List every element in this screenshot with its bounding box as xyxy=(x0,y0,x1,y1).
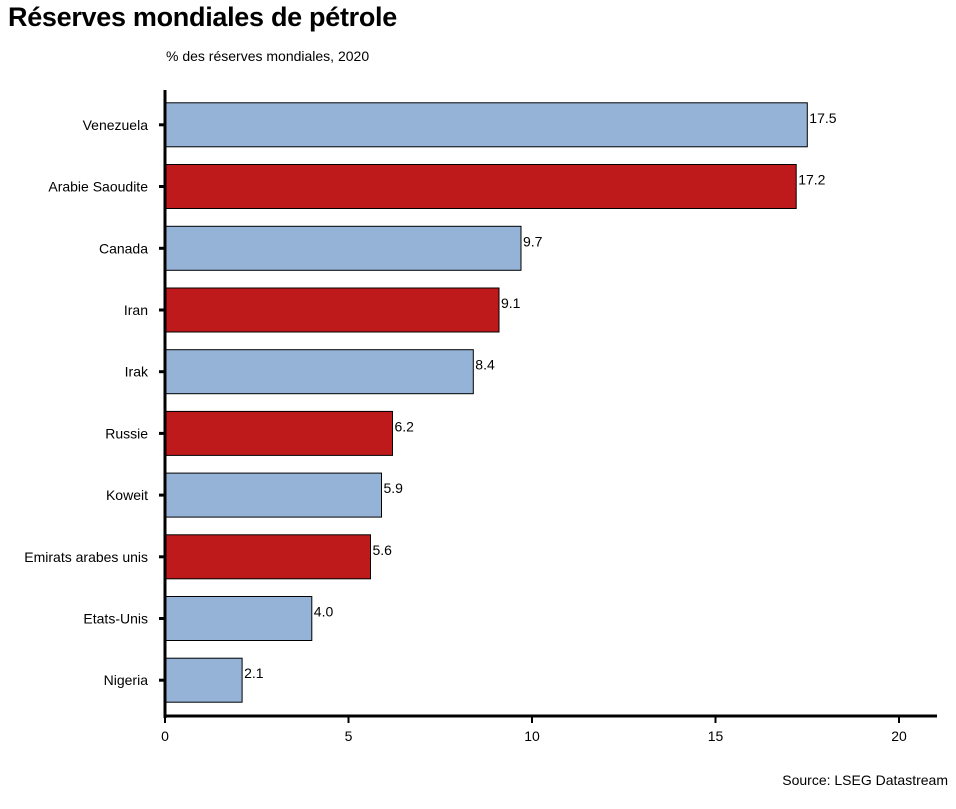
bar-canada xyxy=(164,225,522,271)
category-label: Russie xyxy=(105,425,148,441)
data-label: 9.1 xyxy=(501,295,521,311)
data-label: 4.0 xyxy=(314,604,334,620)
bar-koweit xyxy=(164,472,382,518)
data-label: 8.4 xyxy=(475,357,495,373)
bar-irak xyxy=(164,349,474,395)
data-label: 6.2 xyxy=(395,418,415,434)
data-label: 17.5 xyxy=(809,110,836,126)
category-label: Nigeria xyxy=(104,672,149,688)
bar-emirats-arabes-unis xyxy=(164,534,371,580)
x-tick-label: 20 xyxy=(891,728,907,744)
data-label: 5.6 xyxy=(373,542,393,558)
bar-venezuela xyxy=(164,102,808,148)
x-tick-label: 5 xyxy=(345,728,353,744)
category-label: Koweit xyxy=(106,487,148,503)
category-label: Iran xyxy=(124,302,148,318)
bar-nigeria xyxy=(164,657,243,703)
bar-arabie-saoudite xyxy=(164,164,797,209)
category-label: Venezuela xyxy=(83,117,149,133)
category-label: Arabie Saoudite xyxy=(48,179,148,195)
x-tick-label: 10 xyxy=(524,728,540,744)
category-label: Emirats arabes unis xyxy=(24,549,148,565)
bar-russie xyxy=(164,410,393,456)
data-label: 2.1 xyxy=(244,665,264,681)
x-tick-label: 15 xyxy=(708,728,724,744)
data-label: 9.7 xyxy=(523,233,543,249)
category-label: Etats-Unis xyxy=(83,611,148,627)
x-tick-label: 0 xyxy=(161,728,169,744)
data-label: 17.2 xyxy=(798,172,825,188)
category-label: Irak xyxy=(125,364,149,380)
data-label: 5.9 xyxy=(384,480,404,496)
chart-source: Source: LSEG Datastream xyxy=(782,772,948,788)
chart-title: Réserves mondiales de pétrole xyxy=(8,2,397,32)
category-label: Canada xyxy=(99,240,148,256)
bar-iran xyxy=(164,287,500,333)
bar-etats-unis xyxy=(164,596,313,641)
chart-subtitle: % des réserves mondiales, 2020 xyxy=(166,48,370,64)
